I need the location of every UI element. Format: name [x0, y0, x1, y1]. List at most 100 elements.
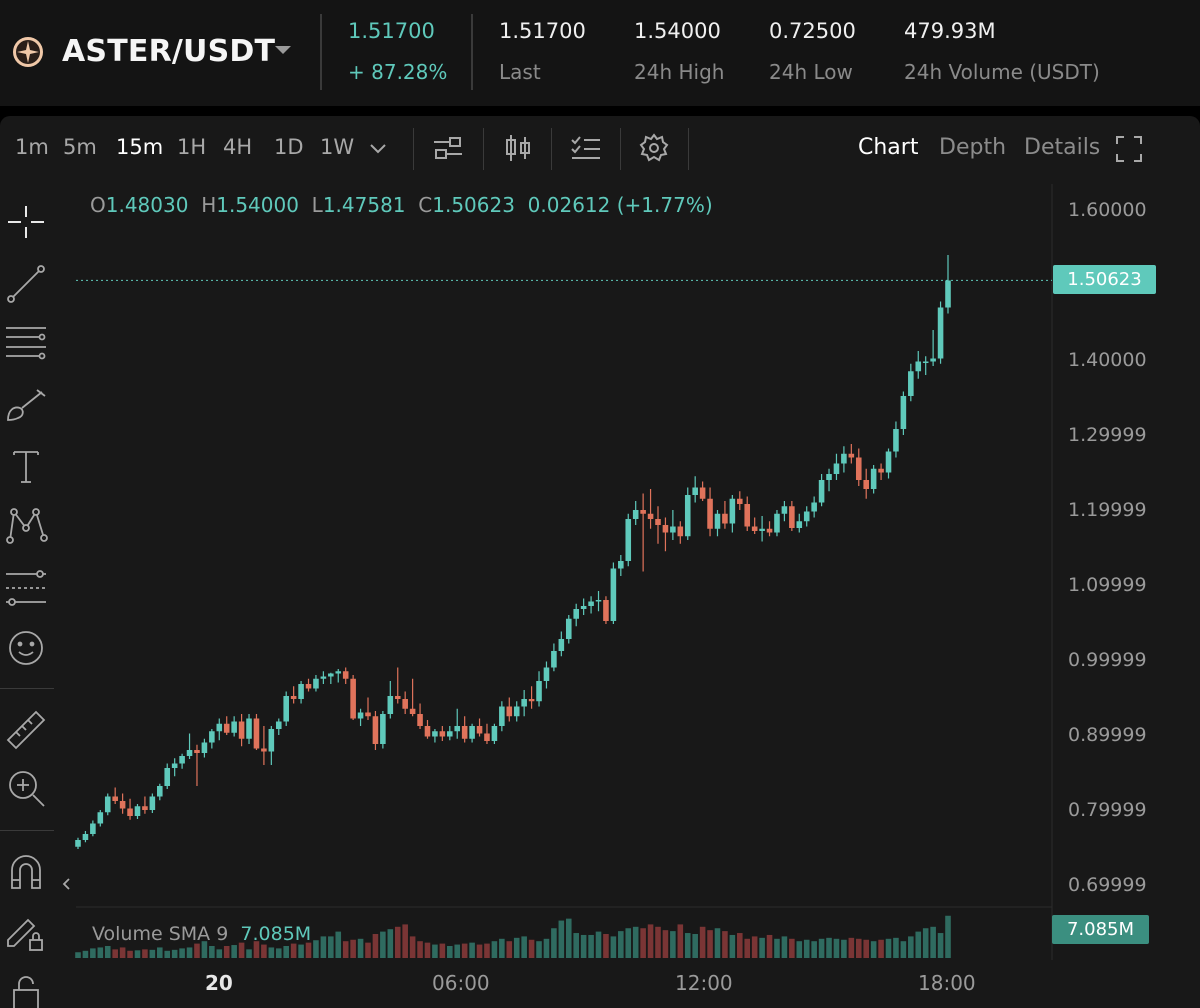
- x-tick: 12:00: [675, 971, 733, 995]
- timeframe-1h[interactable]: 1H: [177, 135, 207, 159]
- toolbar-divider: [483, 128, 484, 170]
- candle: [402, 699, 408, 709]
- ruler-icon[interactable]: [4, 708, 48, 752]
- candle: [796, 521, 803, 528]
- timeframe-1m[interactable]: 1m: [15, 135, 49, 159]
- timeframe-5m[interactable]: 5m: [63, 135, 97, 159]
- emoji-icon[interactable]: [4, 626, 48, 670]
- pattern-icon[interactable]: [4, 502, 48, 546]
- trend-line-icon[interactable]: [4, 262, 48, 306]
- fib-icon[interactable]: [4, 566, 48, 610]
- volume-bar: [893, 937, 899, 958]
- volume-bar: [870, 941, 877, 958]
- candle: [781, 506, 788, 514]
- candle: [484, 733, 490, 741]
- candle: [803, 511, 810, 522]
- ohlc-high: 1.54000: [216, 193, 299, 217]
- stat-last-label: Last: [499, 60, 541, 84]
- volume-bar: [722, 931, 728, 958]
- crosshair-icon[interactable]: [4, 200, 48, 244]
- timeframe-15m[interactable]: 15m: [116, 135, 164, 159]
- volume-bar: [469, 942, 475, 958]
- brush-icon[interactable]: [4, 382, 48, 426]
- horizontal-lines-icon[interactable]: [4, 320, 48, 364]
- volume-legend: Volume SMA 9 7.085M: [92, 923, 311, 945]
- candle: [104, 796, 111, 813]
- toolbar-divider: [620, 128, 621, 170]
- volume-bar: [424, 942, 431, 958]
- volume-bar: [290, 943, 297, 958]
- candle: [409, 708, 416, 714]
- candle: [625, 519, 632, 561]
- candle: [737, 498, 743, 504]
- lock-edit-icon[interactable]: [4, 910, 48, 954]
- candle: [558, 639, 565, 651]
- volume-bar: [751, 936, 758, 958]
- toolbar-divider: [551, 128, 552, 170]
- candle: [595, 600, 602, 602]
- candle: [580, 606, 587, 609]
- candle: [855, 457, 862, 480]
- candle: [387, 696, 394, 714]
- magnet-icon[interactable]: [4, 850, 48, 894]
- tab-details[interactable]: Details: [1024, 135, 1101, 160]
- candle: [328, 673, 334, 677]
- volume-bar: [417, 941, 423, 958]
- chevron-left-icon[interactable]: [60, 876, 72, 892]
- volume-bar: [632, 926, 639, 958]
- volume-bar: [803, 939, 810, 958]
- gear-icon[interactable]: [638, 132, 670, 164]
- candle: [922, 361, 929, 363]
- volume-bar: [662, 930, 669, 958]
- volume-bar: [945, 915, 951, 958]
- candle-type-icon[interactable]: [502, 132, 534, 164]
- volume-bar: [253, 941, 260, 958]
- x-tick: 18:00: [918, 971, 976, 995]
- candle: [588, 601, 594, 606]
- candle: [937, 307, 944, 359]
- tab-depth[interactable]: Depth: [939, 135, 1007, 160]
- candle: [632, 510, 639, 519]
- candle: [231, 721, 237, 733]
- chevron-down-icon[interactable]: [364, 136, 392, 160]
- timeframe-1w[interactable]: 1W: [320, 135, 355, 159]
- volume-bar: [387, 929, 394, 958]
- stat-low-value: 0.72500: [769, 19, 856, 43]
- volume-bar: [848, 937, 855, 958]
- aster-logo-icon: [13, 37, 43, 67]
- timeframe-1d[interactable]: 1D: [274, 135, 304, 159]
- volume-bar: [625, 928, 632, 958]
- ohlc-low-label: L: [311, 193, 323, 217]
- volume-bar: [580, 934, 587, 958]
- candle: [253, 718, 260, 749]
- candle: [699, 487, 706, 499]
- candle: [179, 756, 185, 764]
- candle: [647, 513, 654, 519]
- volume-bar: [885, 938, 892, 958]
- volume-bar: [97, 947, 104, 958]
- chevron-down-icon[interactable]: [275, 46, 291, 54]
- volume-bar: [922, 928, 929, 958]
- checklist-icon[interactable]: [570, 132, 602, 164]
- text-icon[interactable]: [4, 444, 48, 488]
- indicators-icon[interactable]: [432, 132, 464, 164]
- candle: [729, 498, 736, 524]
- candle: [774, 513, 780, 533]
- ticker-header: ASTER/USDT 1.51700 + 87.28% 1.51700 Last…: [0, 0, 1200, 106]
- pair-selector[interactable]: ASTER/USDT: [62, 34, 276, 69]
- volume-bar: [707, 930, 713, 958]
- zoom-in-icon[interactable]: [4, 766, 48, 810]
- lock-icon[interactable]: [4, 970, 48, 1008]
- candle: [908, 371, 914, 396]
- candle: [714, 513, 721, 529]
- tab-chart[interactable]: Chart: [858, 135, 919, 160]
- volume-bar: [261, 944, 267, 958]
- volume-bar: [209, 946, 215, 958]
- fullscreen-icon[interactable]: [1114, 134, 1144, 164]
- candle: [722, 513, 728, 524]
- timeframe-4h[interactable]: 4H: [223, 135, 253, 159]
- volume-bar: [484, 943, 490, 958]
- candle: [97, 812, 104, 824]
- candle: [833, 463, 840, 474]
